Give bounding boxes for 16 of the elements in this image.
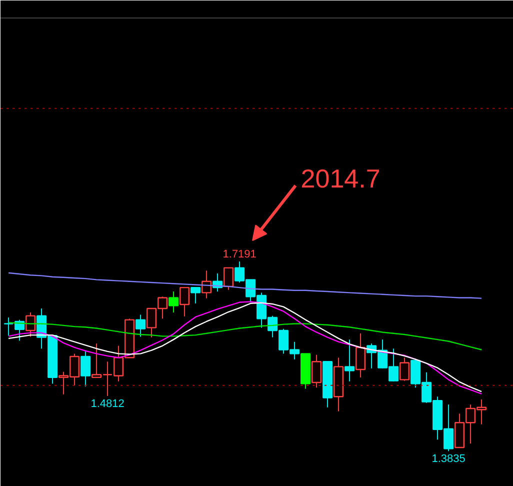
candlestick: [224, 267, 234, 290]
candlestick: [26, 312, 36, 338]
candlestick: [202, 270, 212, 299]
candlestick: [168, 291, 179, 313]
candlestick: [136, 314, 146, 338]
candlestick: [400, 357, 410, 382]
candlestick: [312, 354, 322, 388]
candlestick: [344, 339, 355, 382]
candlestick: [180, 286, 190, 317]
candlestick: [80, 350, 91, 387]
candlestick: [356, 332, 366, 378]
annotation: 1.4812: [90, 398, 124, 410]
annotation: 2014.7: [300, 164, 380, 194]
annotation: 1.3835: [432, 453, 466, 466]
candlestick: [190, 286, 201, 304]
annotation: 1.7191: [222, 248, 256, 261]
